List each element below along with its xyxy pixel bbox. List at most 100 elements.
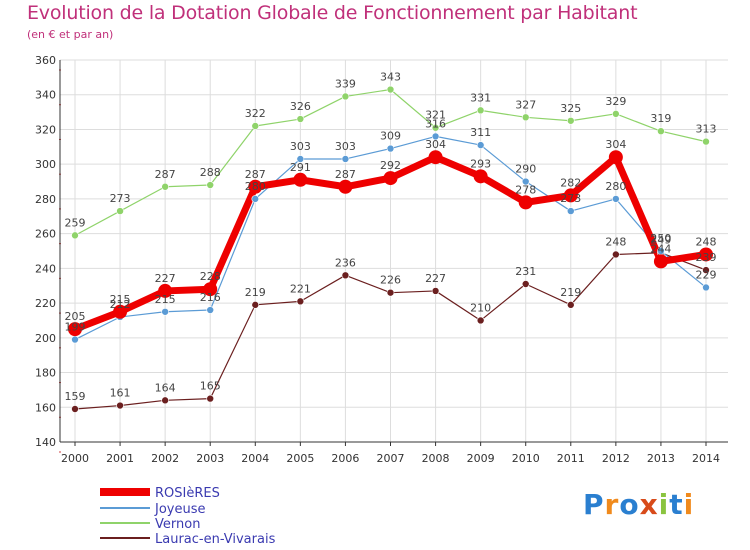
data-label: 226 xyxy=(380,274,401,287)
data-label: 216 xyxy=(200,291,221,304)
legend-swatch xyxy=(100,522,150,524)
data-point-2 xyxy=(521,113,530,122)
data-label: 244 xyxy=(650,242,671,255)
data-label: 293 xyxy=(470,157,491,170)
data-point-0 xyxy=(248,179,263,194)
x-tick-label: 2004 xyxy=(241,452,269,465)
data-label: 303 xyxy=(335,140,356,153)
data-label: 210 xyxy=(470,301,491,314)
x-tick-label: 2010 xyxy=(512,452,540,465)
x-tick-label: 2005 xyxy=(286,452,314,465)
data-label: 325 xyxy=(560,102,581,115)
data-label: 327 xyxy=(515,98,536,111)
data-point-1 xyxy=(521,177,530,186)
x-tick-label: 2002 xyxy=(151,452,179,465)
data-point-3 xyxy=(71,405,79,413)
data-point-1 xyxy=(566,207,575,215)
data-point-2 xyxy=(612,110,620,118)
data-label: 212 xyxy=(110,298,131,311)
data-label: 259 xyxy=(65,216,86,229)
legend-swatch xyxy=(100,507,150,509)
x-tick-label: 2012 xyxy=(602,452,630,465)
data-point-3 xyxy=(566,301,575,309)
x-tick-label: 2013 xyxy=(647,452,675,465)
data-point-3 xyxy=(386,288,395,297)
data-label: 282 xyxy=(560,176,581,189)
data-label: 343 xyxy=(380,71,401,84)
data-point-2 xyxy=(566,116,575,125)
x-tick-label: 2000 xyxy=(61,452,89,465)
data-point-1 xyxy=(431,132,440,141)
data-label: 291 xyxy=(290,161,311,174)
data-point-1 xyxy=(386,144,395,153)
x-tick-label: 2007 xyxy=(377,452,405,465)
data-point-2 xyxy=(296,115,305,123)
data-point-1 xyxy=(206,306,215,314)
proxiti-logo: Proxiti xyxy=(583,488,695,521)
data-point-0 xyxy=(293,172,308,187)
x-tick-label: 2003 xyxy=(196,452,224,465)
data-label: 322 xyxy=(245,107,266,120)
y-tick-label: 200 xyxy=(35,332,56,345)
legend-label: Vernon xyxy=(155,517,200,532)
data-point-3 xyxy=(116,401,124,410)
data-label: 331 xyxy=(470,91,491,104)
x-tick-label: 2006 xyxy=(331,452,359,465)
data-point-3 xyxy=(431,287,440,295)
data-label: 280 xyxy=(605,180,626,193)
data-label: 219 xyxy=(560,286,581,299)
data-label: 290 xyxy=(515,163,536,176)
data-point-2 xyxy=(702,137,710,146)
data-point-3 xyxy=(476,316,485,325)
data-point-0 xyxy=(518,195,533,210)
data-point-3 xyxy=(702,266,710,274)
chart-title: Evolution de la Dotation Globale de Fonc… xyxy=(27,2,638,24)
data-label: 321 xyxy=(425,109,446,122)
data-label: 339 xyxy=(335,77,356,90)
data-point-3 xyxy=(521,280,530,288)
data-point-0 xyxy=(113,304,128,319)
data-point-3 xyxy=(161,396,169,405)
data-label: 273 xyxy=(560,192,581,205)
y-tick-label: 360 xyxy=(35,54,56,67)
y-tick-label: 220 xyxy=(35,297,56,310)
y-tick-label: 140 xyxy=(35,436,56,449)
data-label: 304 xyxy=(425,138,446,151)
data-label: 199 xyxy=(65,321,86,334)
data-point-2 xyxy=(341,92,350,101)
data-point-3 xyxy=(206,394,215,403)
y-tick-label: 280 xyxy=(35,193,56,206)
data-label: 165 xyxy=(200,380,221,393)
chart-subtitle: (en € et par an) xyxy=(27,28,114,41)
data-point-0 xyxy=(608,150,623,165)
data-point-0 xyxy=(428,150,443,165)
data-label: 228 xyxy=(200,270,221,283)
data-label: 239 xyxy=(696,251,717,264)
data-label: 280 xyxy=(245,180,266,193)
y-tick-label: 180 xyxy=(35,367,56,380)
data-point-0 xyxy=(203,282,218,297)
data-label: 236 xyxy=(335,256,356,269)
x-tick-label: 2011 xyxy=(557,452,585,465)
data-label: 248 xyxy=(696,235,717,248)
data-label: 227 xyxy=(155,272,176,285)
data-point-0 xyxy=(653,254,668,269)
legend-swatch xyxy=(100,488,150,496)
data-point-1 xyxy=(161,307,169,316)
data-point-1 xyxy=(476,141,485,149)
x-tick-label: 2014 xyxy=(692,452,720,465)
data-point-0 xyxy=(158,283,173,298)
data-point-2 xyxy=(431,123,440,132)
data-label: 311 xyxy=(470,126,491,139)
data-point-1 xyxy=(702,283,710,292)
data-point-2 xyxy=(161,182,169,191)
data-label: 287 xyxy=(335,168,356,181)
data-label: 309 xyxy=(380,130,401,143)
data-point-2 xyxy=(71,231,79,240)
legend-label: Laurac-en-Vivarais xyxy=(155,532,276,547)
data-label: 273 xyxy=(110,192,131,205)
data-label: 303 xyxy=(290,140,311,153)
data-label: 304 xyxy=(605,138,626,151)
